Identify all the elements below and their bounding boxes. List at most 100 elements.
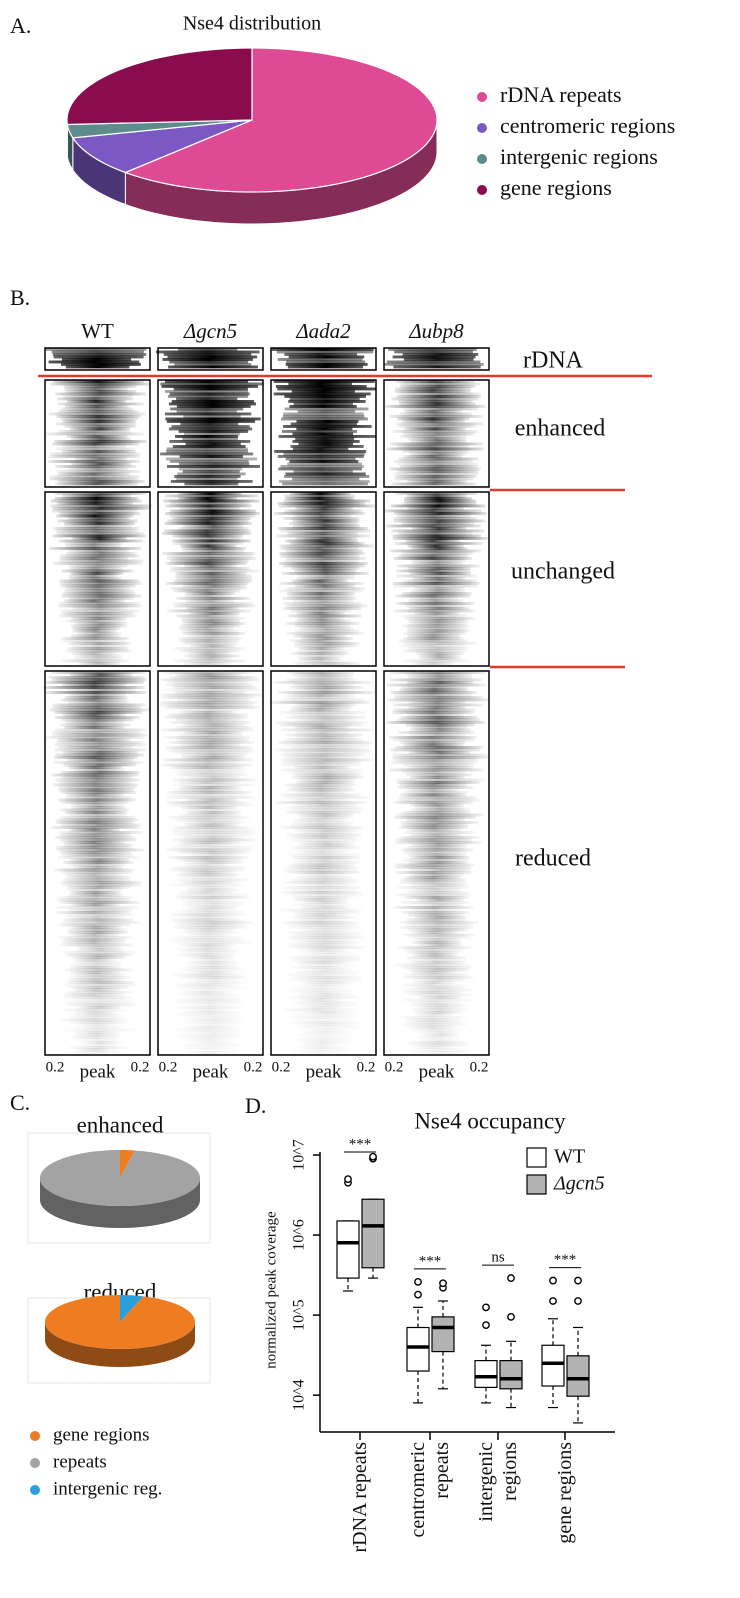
heatmap-row	[401, 848, 474, 852]
heatmap-row	[410, 908, 460, 912]
heatmap-row	[71, 1051, 121, 1054]
heatmap-row	[399, 402, 476, 406]
heatmap-row	[383, 509, 482, 513]
heatmap-row	[298, 442, 354, 446]
heatmap-row	[56, 906, 139, 909]
heatmap-row	[63, 726, 125, 729]
heatmap-row	[45, 736, 145, 739]
heatmap-row	[401, 966, 473, 969]
heatmap-row	[75, 1023, 119, 1027]
heatmap-row	[67, 813, 127, 817]
heatmap-row	[412, 931, 458, 934]
heatmap-row	[402, 407, 478, 411]
heatmap-frame	[157, 347, 264, 371]
heatmap-row	[184, 946, 233, 949]
heatmap-row	[60, 816, 136, 819]
heatmap-row	[405, 923, 474, 927]
x-tick-label: 0.2	[46, 1059, 65, 1075]
heatmap-row	[296, 876, 353, 879]
heatmap-row	[280, 728, 374, 732]
heatmap-row	[64, 968, 134, 972]
legend-label: Δgcn5	[553, 1173, 605, 1195]
heatmap-row	[55, 753, 145, 757]
heatmap-row	[401, 592, 472, 595]
heatmap-row	[160, 382, 264, 386]
heatmap-row	[392, 537, 488, 540]
heatmap-row	[403, 455, 463, 458]
heatmap-row	[72, 956, 126, 959]
heatmap-row	[166, 420, 256, 423]
heatmap-row	[406, 766, 474, 769]
heatmap-row	[398, 400, 473, 403]
heatmap-row	[404, 896, 469, 899]
heatmap-row	[287, 788, 356, 792]
heatmap-row	[403, 632, 467, 635]
heatmap-row	[398, 457, 479, 461]
box	[541, 1344, 565, 1387]
heatmap-row	[276, 534, 371, 538]
heatmap-row	[68, 577, 122, 580]
heatmap-row	[284, 353, 358, 356]
heatmap-row	[394, 693, 473, 697]
heatmap-row	[296, 612, 345, 615]
heatmap-row	[65, 390, 137, 393]
heatmap-row	[175, 726, 253, 729]
heatmap-row	[66, 649, 133, 653]
heatmap-row	[407, 993, 473, 997]
heatmap-row	[396, 718, 481, 722]
x-tick-label: 0.2	[272, 1059, 291, 1075]
heatmap-row	[62, 420, 136, 423]
heatmap-row	[70, 427, 130, 431]
heatmap-row	[178, 911, 246, 914]
heatmap-row	[392, 430, 479, 433]
heatmap-row	[55, 846, 132, 849]
heatmap-row	[170, 938, 246, 942]
heatmap-row	[282, 415, 365, 418]
heatmap-row	[173, 833, 253, 837]
outlier	[439, 1279, 447, 1288]
heatmap-row	[274, 450, 367, 453]
heatmap-row	[289, 798, 350, 802]
box	[499, 1360, 523, 1390]
heatmap-row	[394, 477, 474, 481]
heatmap-row	[291, 567, 360, 570]
heatmap-row	[279, 723, 363, 727]
heatmap-row	[180, 871, 236, 874]
heatmap-row	[280, 547, 359, 550]
heatmap-row	[161, 671, 256, 674]
heatmap-row	[272, 681, 373, 684]
heatmap-row	[291, 390, 355, 393]
heatmap-row	[413, 1036, 458, 1039]
heatmap-row	[289, 460, 359, 463]
heatmap-row	[283, 494, 356, 498]
heatmap-row	[52, 353, 147, 356]
heatmap-row	[165, 512, 260, 515]
heatmap-row	[283, 886, 362, 889]
heatmap-row	[60, 823, 141, 827]
heatmap-row	[176, 405, 251, 408]
heatmap-row	[64, 873, 124, 877]
heatmap-row	[292, 821, 355, 824]
heatmap-row	[279, 544, 374, 548]
heatmap-row	[287, 532, 359, 535]
heatmap-row	[68, 549, 130, 553]
heatmap-row	[68, 1046, 129, 1049]
heatmap-row	[394, 893, 474, 897]
heatmap-row	[49, 708, 150, 712]
heatmap-row	[57, 738, 131, 742]
box	[361, 1198, 385, 1269]
heatmap-row	[300, 948, 347, 952]
chart-title: enhanced	[77, 1112, 164, 1137]
outlier	[414, 1290, 422, 1299]
heatmap-row	[297, 410, 356, 413]
heatmap-row	[401, 659, 469, 663]
heatmap-row	[59, 554, 140, 558]
heatmap-row	[56, 470, 142, 473]
heatmap-row	[182, 437, 238, 441]
heatmap-row	[50, 499, 142, 503]
heatmap-row	[385, 405, 486, 408]
heatmap-row	[297, 813, 354, 817]
heatmap-row	[62, 878, 131, 882]
heatmap-row	[286, 936, 365, 939]
heatmap-row	[395, 813, 484, 817]
